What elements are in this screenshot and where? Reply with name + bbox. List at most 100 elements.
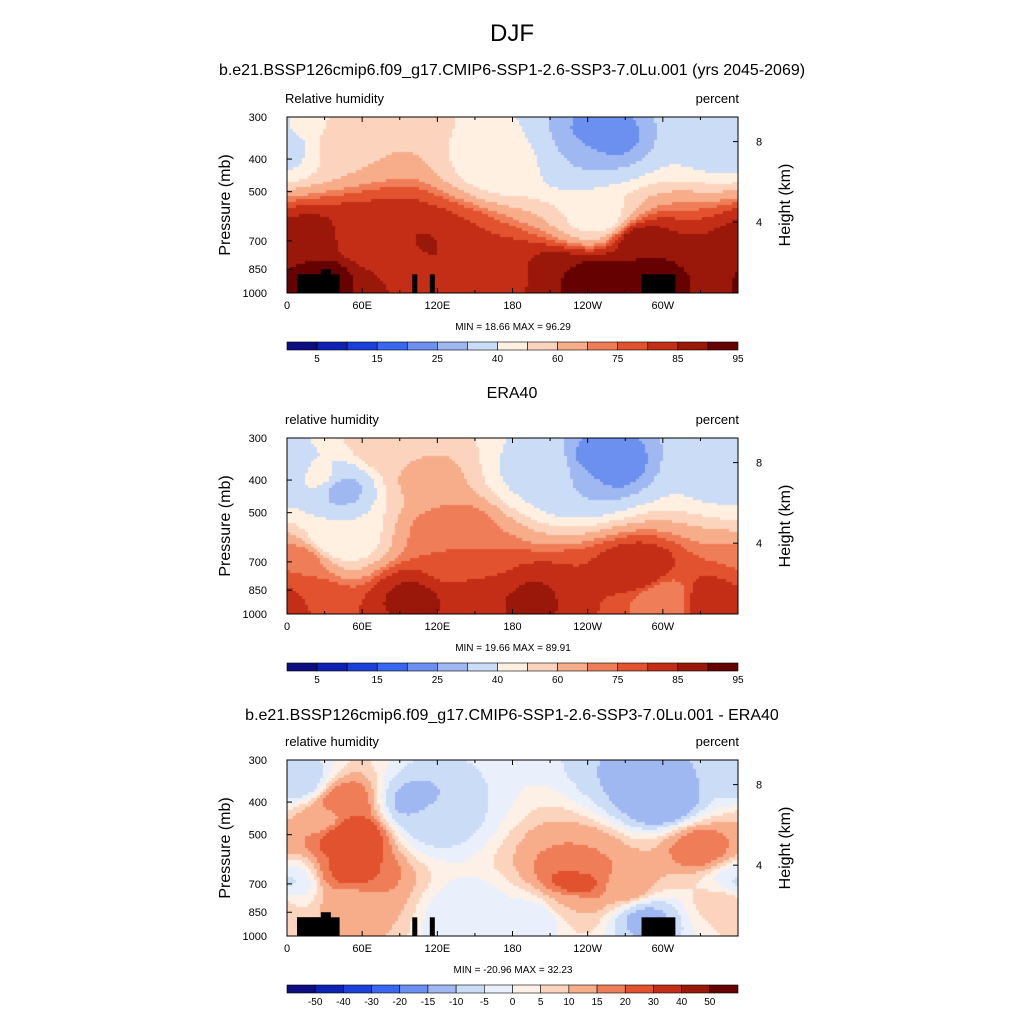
colorbar-label: 25: [432, 354, 444, 365]
figure-title: DJF: [490, 20, 534, 47]
colorbar-label: 75: [612, 354, 624, 365]
panel-3-minmax: MIN = -20.96 MAX = 32.23: [453, 965, 573, 976]
colorbar-swatch: [568, 984, 598, 994]
x-tick-label: 60E: [352, 621, 372, 633]
panel-1-plot: 0 60E 120E 180 120W 60W 300 400 500 700 850 1000 Pre…: [217, 112, 794, 365]
colorbar-label: 85: [672, 675, 684, 686]
colorbar-swatch: [677, 341, 709, 351]
colorbar-label: -30: [364, 997, 379, 1008]
y-tick-label: 700: [249, 557, 267, 569]
colorbar-swatch: [346, 662, 378, 672]
panel-3-variable-label: relative humidity: [285, 734, 379, 749]
colorbar-swatch: [286, 984, 316, 994]
colorbar-label: 25: [432, 675, 444, 686]
colorbar-label: 50: [704, 997, 716, 1008]
x-tick-label: 60W: [652, 621, 675, 633]
colorbar-label: 85: [672, 354, 684, 365]
colorbar-swatch: [437, 662, 468, 672]
y2-axis-label: Height (km): [777, 485, 794, 568]
y-tick-label: 400: [249, 154, 267, 166]
contour-field: [287, 438, 738, 614]
colorbar-swatch: [406, 662, 438, 672]
x-tick-label: 60E: [352, 943, 372, 955]
colorbar-label: 60: [552, 675, 564, 686]
colorbar-swatch: [437, 341, 468, 351]
colorbar-swatch: [707, 662, 739, 672]
colorbar-label: -20: [393, 997, 408, 1008]
colorbar-swatch: [467, 341, 498, 351]
colorbar-label: 20: [620, 997, 632, 1008]
panel-2-variable-label: relative humidity: [285, 412, 379, 427]
colorbar-swatch: [557, 662, 588, 672]
topography-mask: [297, 917, 340, 936]
y2-tick-label: 8: [756, 137, 762, 149]
colorbar-swatch: [316, 662, 348, 672]
panel-2-title: ERA40: [486, 385, 538, 402]
colorbar-swatch: [316, 341, 348, 351]
colorbar-label: 5: [538, 997, 544, 1008]
panel-3-plot: 0 60E 120E 180 120W 60W3004005007008501000Pre…: [217, 755, 794, 1008]
colorbar-label: 5: [314, 354, 320, 365]
y-tick-label: 300: [249, 755, 267, 767]
colorbar-swatch: [346, 341, 378, 351]
y-tick-label: 300: [249, 433, 267, 445]
contour-field: [287, 760, 738, 936]
panel-1-variable-label: Relative humidity: [285, 91, 384, 106]
y-tick-label: 400: [249, 475, 267, 487]
panel-1-units-label: percent: [695, 91, 739, 106]
y2-axis-label: Height (km): [777, 164, 794, 247]
colorbar-label: 0: [510, 997, 516, 1008]
topography-mask: [412, 274, 418, 293]
x-tick-label: 60W: [652, 300, 675, 312]
colorbar-label: 95: [732, 354, 744, 365]
colorbar-swatch: [587, 662, 619, 672]
colorbar-label: -40: [336, 997, 351, 1008]
panel-3-units-label: percent: [695, 734, 739, 749]
colorbar-swatch: [647, 662, 679, 672]
x-tick-label: 120W: [573, 943, 602, 955]
y2-tick-label: 4: [756, 538, 762, 550]
x-tick-label: 0: [284, 943, 290, 955]
colorbar-swatch: [707, 341, 739, 351]
colorbar-swatch: [376, 341, 408, 351]
colorbar-label: 15: [372, 354, 384, 365]
colorbar-swatch: [399, 984, 429, 994]
y-tick-label: 850: [249, 907, 267, 919]
y-tick-label: 500: [249, 187, 267, 199]
y-tick-label: 500: [249, 508, 267, 520]
panel-1-title: b.e21.BSSP126cmip6.f09_g17.CMIP6-SSP1-2.…: [218, 62, 806, 79]
y-tick-label: 850: [249, 264, 267, 276]
topography-mask: [297, 274, 340, 293]
x-tick-label: 60W: [652, 943, 675, 955]
x-tick-label: 120E: [424, 621, 450, 633]
y-tick-label: 700: [249, 879, 267, 891]
topography-mask: [412, 917, 418, 936]
colorbar-swatch: [484, 984, 513, 994]
y-tick-label: 1000: [243, 609, 267, 621]
colorbar-swatch: [557, 341, 588, 351]
y-tick-label: 850: [249, 585, 267, 597]
colorbar-swatch: [653, 984, 682, 994]
colorbar-label: 40: [492, 354, 504, 365]
colorbar-swatch: [587, 341, 619, 351]
colorbar-swatch: [286, 341, 318, 351]
colorbar-swatch: [512, 984, 541, 994]
colorbar-swatch: [497, 662, 528, 672]
contour-field: [287, 117, 738, 293]
y2-tick-label: 4: [756, 860, 762, 872]
colorbar-swatch: [314, 984, 344, 994]
colorbar-label: -10: [449, 997, 464, 1008]
y-tick-label: 300: [249, 112, 267, 124]
colorbar-label: 95: [732, 675, 744, 686]
x-tick-label: 0: [284, 300, 290, 312]
colorbar-swatch: [497, 341, 528, 351]
y-tick-label: 700: [249, 236, 267, 248]
x-tick-label: 120W: [573, 621, 602, 633]
x-tick-label: 180: [503, 943, 521, 955]
x-tick-label: 120E: [424, 943, 450, 955]
colorbar-label: 40: [676, 997, 688, 1008]
colorbar-swatch: [677, 662, 709, 672]
colorbar-label: -50: [308, 997, 323, 1008]
y-tick-label: 1000: [243, 931, 267, 943]
x-tick-label: 60E: [352, 300, 372, 312]
